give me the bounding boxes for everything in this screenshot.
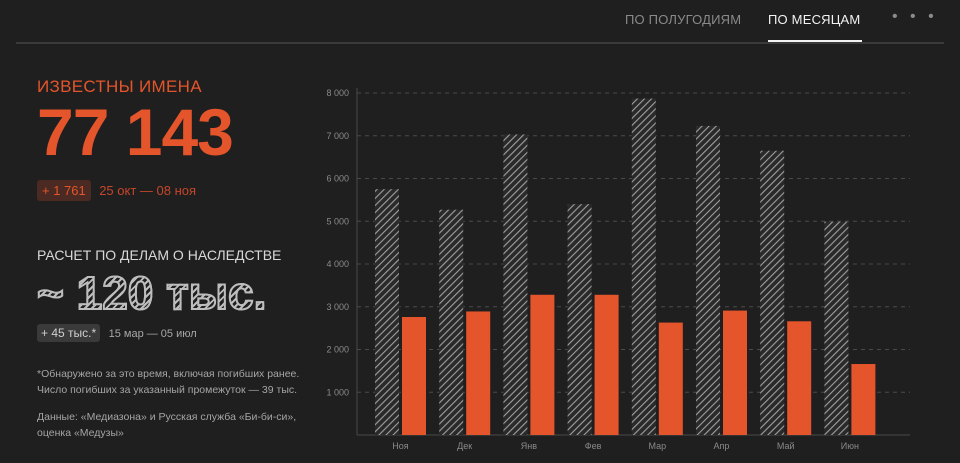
inheritance-date-range: 15 мар — 05 июл — [108, 328, 197, 340]
y-tick-label: 1 000 — [326, 387, 349, 397]
bar-total-3 — [503, 134, 528, 435]
y-tick-label: 6 000 — [326, 174, 349, 184]
x-tick-label: Дек — [457, 441, 472, 451]
inheritance-delta-row: + 45 тыс.* 15 мар — 05 июл — [37, 324, 197, 342]
bar-known-2 — [466, 311, 491, 435]
x-tick-label: Май — [777, 441, 795, 451]
bar-known-5 — [658, 322, 683, 435]
bar-known-4 — [594, 294, 619, 435]
bar-known-1 — [402, 317, 426, 435]
inheritance-delta-badge: + 45 тыс.* — [37, 324, 101, 342]
x-tick-label: Апр — [714, 441, 730, 451]
bar-total-7 — [760, 150, 785, 435]
inheritance-estimate-value: ~ 120 тыс. — [36, 267, 267, 319]
bar-total-8 — [824, 221, 849, 435]
tab-bar: По полугодиям По месяцам • • • — [16, 0, 944, 44]
tab-months[interactable]: По месяцам — [768, 12, 861, 27]
tab-half-years[interactable]: По полугодиям — [625, 12, 742, 27]
footnote-line-1: *Обнаружено за это время, включая погибш… — [37, 368, 300, 380]
x-tick-label: Ноя — [392, 441, 409, 451]
y-tick-label: 2 000 — [326, 345, 349, 355]
bar-known-7 — [787, 321, 812, 435]
x-tick-label: Янв — [521, 441, 537, 451]
known-names-label: ИЗВЕСТНЫ ИМЕНА — [37, 77, 202, 96]
y-tick-label: 7 000 — [326, 131, 349, 141]
y-tick-label: 8 000 — [326, 88, 349, 98]
bar-total-2 — [439, 209, 464, 435]
y-tick-label: 4 000 — [326, 259, 349, 269]
x-tick-label: Фев — [585, 441, 602, 451]
bar-known-8 — [851, 364, 876, 435]
bar-known-3 — [530, 294, 555, 435]
inheritance-estimate-label: РАСЧЕТ ПО ДЕЛАМ О НАСЛЕДСТВЕ — [37, 247, 282, 263]
active-tab-indicator — [768, 40, 862, 42]
bar-total-5 — [631, 98, 656, 436]
source-line-1: Данные: «Медиазона» и Русская служба «Би… — [37, 411, 297, 423]
more-options-icon[interactable]: • • • — [892, 8, 938, 25]
known-names-delta-row: + 1 761 25 окт — 08 ноя — [37, 180, 196, 201]
y-tick-label: 5 000 — [326, 216, 349, 226]
x-tick-label: Июн — [841, 441, 859, 451]
x-tick-label: Мар — [648, 441, 666, 451]
bar-known-6 — [723, 310, 747, 435]
bar-total-6 — [696, 125, 720, 435]
bar-total-1 — [375, 189, 399, 435]
y-tick-label: 3 000 — [326, 302, 349, 312]
source-note: Данные: «Медиазона» и Русская служба «Би… — [37, 409, 327, 441]
source-line-2: оценка «Медузы» — [37, 427, 124, 439]
bar-total-4 — [567, 204, 592, 435]
known-names-delta-badge: + 1 761 — [37, 180, 91, 201]
known-names-value: 77 143 — [37, 95, 234, 169]
footnote: *Обнаружено за это время, включая погибш… — [37, 366, 327, 398]
footnote-line-2: Число погибших за указанный промежуток —… — [37, 384, 298, 396]
known-names-date-range: 25 окт — 08 ноя — [99, 183, 197, 198]
